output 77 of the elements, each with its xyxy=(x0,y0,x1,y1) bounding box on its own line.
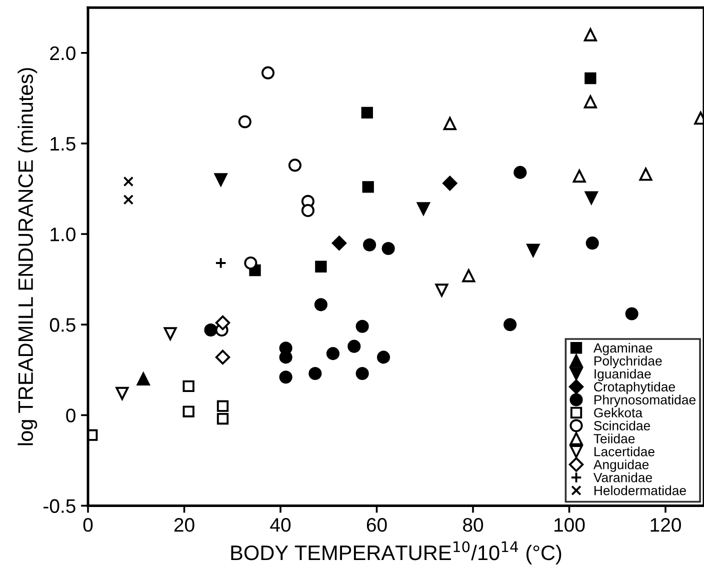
legend-label: Helodermatidae xyxy=(594,486,686,496)
point xyxy=(376,350,390,364)
point xyxy=(504,318,517,332)
point xyxy=(315,260,327,272)
point xyxy=(238,115,252,128)
legend-label: Varanidae xyxy=(593,472,652,482)
point xyxy=(214,173,228,186)
x-tick-label: 40 xyxy=(270,518,291,532)
x-tick-label: 80 xyxy=(463,518,484,532)
y-axis-title: log TREADMILL ENDURANCE (minutes) xyxy=(18,68,38,446)
point xyxy=(204,323,218,337)
point xyxy=(301,204,314,218)
point xyxy=(215,350,230,365)
legend-label: Anguidae xyxy=(593,460,649,472)
point xyxy=(326,347,340,360)
legend-label: Lacertidae xyxy=(594,446,654,456)
x-axis-title: BODY TEMPERATURE$^{10}$/10$^{14}$ (°C) xyxy=(231,541,562,564)
point xyxy=(164,327,177,340)
x-tick-label: 120 xyxy=(650,518,681,532)
point xyxy=(314,298,328,312)
point xyxy=(639,168,652,181)
point xyxy=(123,194,134,205)
y-tick-label: -0.5 xyxy=(44,499,76,513)
point xyxy=(279,370,292,384)
point xyxy=(116,386,129,400)
x-tick-label: 60 xyxy=(366,518,387,532)
point xyxy=(416,202,430,216)
point xyxy=(123,176,134,187)
point xyxy=(435,284,448,297)
point xyxy=(584,191,598,204)
point xyxy=(443,117,456,130)
point xyxy=(136,372,150,386)
x-tick-label: 0 xyxy=(83,518,93,532)
point xyxy=(216,400,229,412)
point xyxy=(584,72,596,84)
y-tick-label: 0.5 xyxy=(50,318,76,332)
legend-label: Agaminae xyxy=(593,342,652,356)
point xyxy=(586,236,599,250)
x-tick-label: 100 xyxy=(554,518,585,532)
point xyxy=(182,380,194,392)
y-tick-label: 1.0 xyxy=(50,227,76,242)
point xyxy=(214,257,227,269)
point xyxy=(362,181,374,193)
point xyxy=(244,256,258,270)
legend-label: Polychridae xyxy=(594,356,662,368)
y-tick-label: 1.5 xyxy=(50,137,76,151)
legend-label: Gekkota xyxy=(594,408,643,418)
legend-label: Teiidae xyxy=(594,434,635,444)
point xyxy=(514,166,527,179)
legend-label: Scincidae xyxy=(594,420,650,430)
point xyxy=(348,340,361,353)
point xyxy=(356,320,369,333)
point xyxy=(462,269,476,282)
legend-label: Phrynosomatidae xyxy=(594,394,696,408)
legend-label: Crotaphytidae xyxy=(594,382,675,394)
point xyxy=(584,28,597,42)
point xyxy=(625,307,638,320)
point xyxy=(584,95,597,108)
point xyxy=(572,170,586,183)
point xyxy=(361,106,373,119)
y-tick-label: 2.0 xyxy=(50,46,76,60)
point xyxy=(382,242,395,256)
point xyxy=(288,158,302,172)
point xyxy=(308,366,322,380)
point xyxy=(442,176,458,191)
point xyxy=(279,350,292,364)
point xyxy=(356,366,369,380)
y-tick-label: 0 xyxy=(66,408,76,422)
legend-label: Iguanidae xyxy=(594,368,651,382)
point xyxy=(363,238,376,252)
point xyxy=(215,315,230,330)
point xyxy=(332,236,347,250)
x-tick-label: 20 xyxy=(174,518,194,532)
point xyxy=(216,412,229,425)
point xyxy=(526,244,540,257)
point xyxy=(261,66,275,80)
point xyxy=(182,406,194,418)
